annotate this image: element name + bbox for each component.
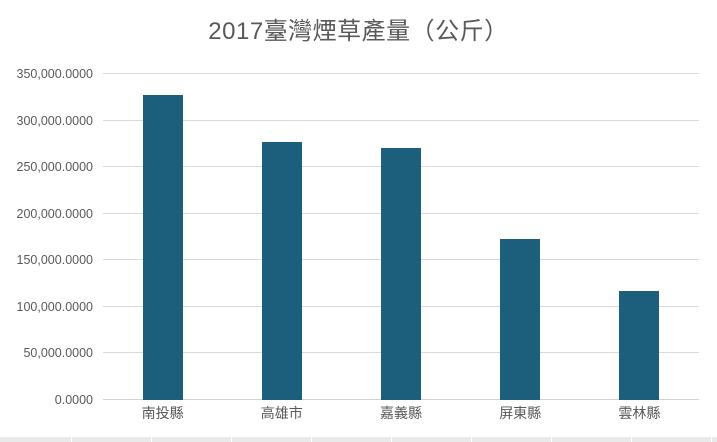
bar-嘉義縣[interactable] (381, 147, 421, 400)
bar-南投縣[interactable] (142, 94, 183, 400)
y-tick-label: 150,000.0000 (16, 253, 93, 268)
x-axis-tick-labels: 南投縣 高雄市 嘉義縣 屏東縣 雲林縣 (103, 404, 699, 424)
plot-area[interactable] (103, 73, 699, 400)
bar-屏東縣[interactable] (500, 238, 541, 400)
bar-雲林縣[interactable] (619, 290, 660, 400)
y-tick-label: 0.0000 (54, 393, 93, 407)
y-tick-label: 350,000.0000 (16, 67, 93, 81)
gridline (103, 119, 699, 121)
bar-高雄市[interactable] (261, 141, 302, 400)
y-tick-label: 250,000.0000 (16, 160, 93, 175)
x-tick-label: 雲林縣 (618, 405, 661, 421)
gridline (103, 73, 699, 74)
x-tick-label: 南投縣 (141, 405, 184, 421)
x-tick-label: 高雄市 (260, 405, 303, 421)
x-tick-label: 屏東縣 (499, 405, 542, 421)
y-axis-tick-labels: 0.0000 50,000.0000 100,000.0000 150,000.000… (0, 67, 93, 407)
x-tick-label: 嘉義縣 (379, 405, 422, 421)
y-tick-label: 50,000.0000 (23, 346, 93, 361)
spreadsheet-cells-strip (0, 437, 717, 442)
y-tick-label: 300,000.0000 (16, 113, 93, 128)
chart-title[interactable]: 2017臺灣煙草產量（公斤） (208, 18, 509, 45)
y-tick-label: 200,000.0000 (16, 206, 93, 221)
y-tick-label: 100,000.0000 (16, 299, 93, 314)
